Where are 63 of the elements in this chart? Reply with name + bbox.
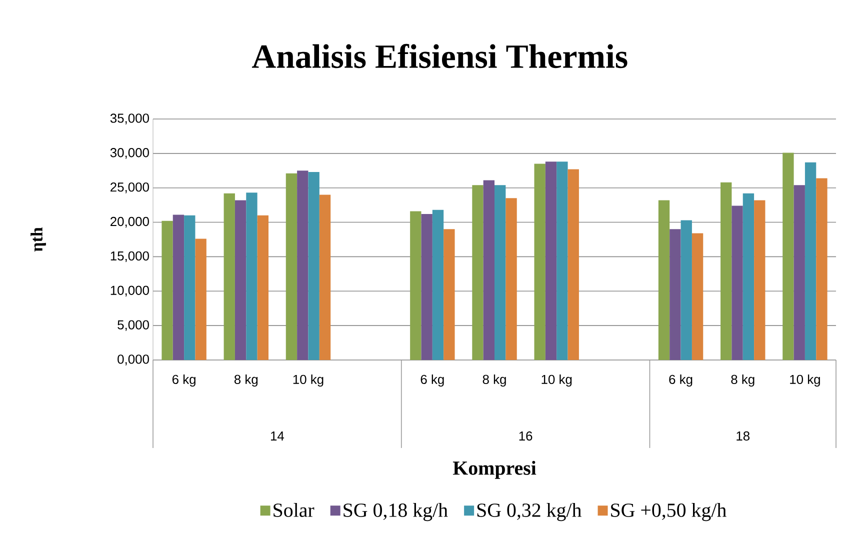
text: 18 <box>736 431 750 441</box>
bar <box>658 200 670 360</box>
bar <box>506 198 517 360</box>
bar <box>483 180 495 360</box>
text: 16 <box>519 431 532 441</box>
chart-title: Analisis Efisiensi Thermis <box>252 44 628 68</box>
bar <box>297 170 308 360</box>
bar <box>432 210 444 360</box>
bar <box>472 185 484 360</box>
y-tick-label: 35,000 <box>110 114 149 124</box>
y-tick-label: 0,000 <box>118 354 149 366</box>
bar <box>184 215 196 360</box>
bar <box>782 152 794 360</box>
bar <box>680 220 692 360</box>
bar <box>545 162 557 360</box>
x-tick-label: 10 kg <box>542 374 572 387</box>
legend-label: Solar <box>274 502 314 517</box>
bar <box>692 233 704 360</box>
bar <box>720 182 732 360</box>
x-tick-label: 6 kg <box>172 374 196 387</box>
bar <box>754 200 766 360</box>
bar <box>421 214 432 360</box>
bar <box>319 194 331 360</box>
y-tick-label: 10,000 <box>110 286 149 296</box>
bar <box>234 200 246 360</box>
x-tick-label: 10 kg <box>293 374 324 387</box>
bar <box>494 185 506 360</box>
x-tick-label: 6 kg <box>420 374 444 387</box>
bar <box>410 211 422 360</box>
bar <box>568 169 579 360</box>
bar <box>224 193 235 360</box>
bar <box>794 185 805 360</box>
legend-label: SG +0,50 kg/h <box>611 502 726 522</box>
legend-label: SG 0,18 kg/h <box>344 502 448 522</box>
bar <box>246 192 258 360</box>
x-tick-label: 8 kg <box>234 374 258 387</box>
x-tick-label: 6 kg <box>669 374 692 387</box>
y-tick-label: 30,000 <box>110 148 149 159</box>
x-tick-label: 8 kg <box>482 374 506 387</box>
bar <box>286 173 298 360</box>
bar <box>804 162 816 360</box>
bar <box>670 229 681 360</box>
bar <box>742 193 754 360</box>
bar <box>257 215 268 360</box>
x-axis-title: Kompresi <box>452 460 536 479</box>
y-axis-title: ηth <box>30 227 46 252</box>
bar <box>534 164 546 360</box>
bar <box>195 238 206 360</box>
y-tick-label: 20,000 <box>110 216 149 228</box>
bar <box>816 178 828 360</box>
bar <box>732 206 743 360</box>
bar <box>172 214 184 360</box>
bar <box>556 162 568 360</box>
y-tick-label: 5,000 <box>118 320 149 331</box>
x-tick-label: 10 kg <box>790 374 820 387</box>
text: 14 <box>270 432 284 440</box>
bar <box>444 229 455 360</box>
x-tick-label: 8 kg <box>731 374 754 387</box>
bar <box>162 220 173 360</box>
bar <box>308 172 320 360</box>
y-tick-label: 15,000 <box>110 251 149 262</box>
y-tick-label: 25,000 <box>110 182 149 194</box>
legend-label: SG 0,32 kg/h <box>477 502 582 522</box>
